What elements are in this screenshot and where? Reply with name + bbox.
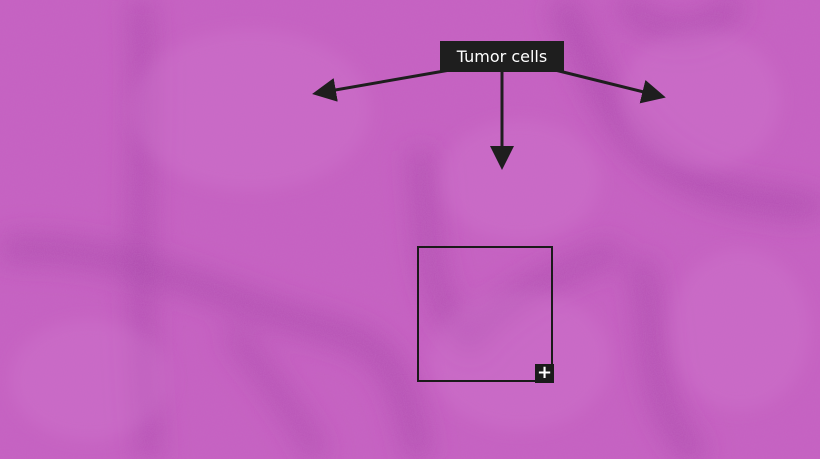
tumor-cells-label-text: Tumor cells (456, 47, 548, 66)
tumor-cells-label: Tumor cells (440, 41, 564, 72)
zoom-region-box[interactable] (417, 246, 553, 382)
plus-icon: + (536, 362, 553, 383)
zoom-in-button[interactable]: + (535, 364, 554, 383)
